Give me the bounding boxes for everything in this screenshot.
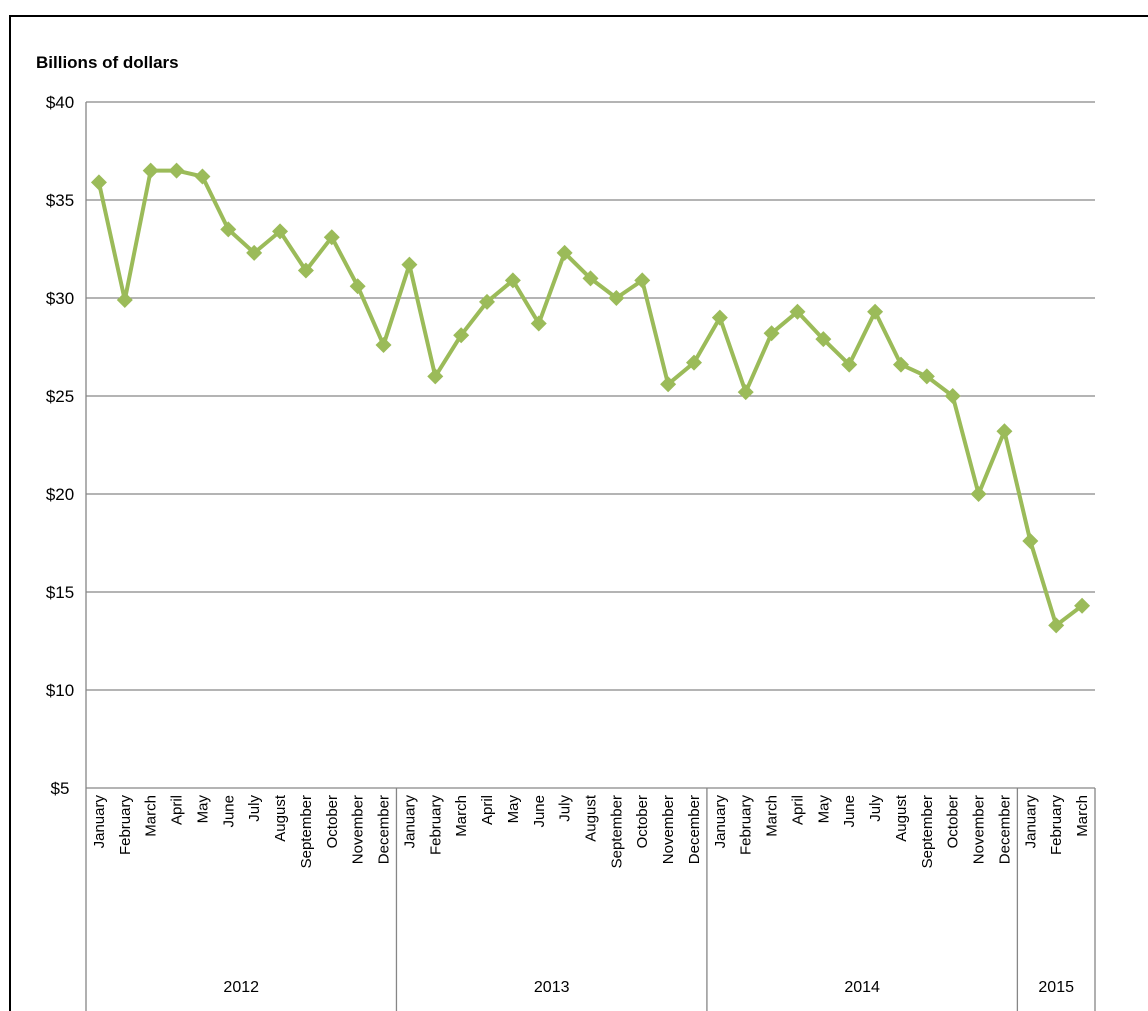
x-tick-label: February bbox=[1048, 795, 1065, 856]
x-tick-label: February bbox=[427, 795, 444, 856]
series-line bbox=[96, 168, 1084, 628]
year-label: 2014 bbox=[844, 979, 880, 996]
gridlines bbox=[86, 101, 1095, 789]
x-tick-label: October bbox=[634, 795, 651, 848]
data-point bbox=[996, 423, 1013, 440]
x-tick-label: September bbox=[608, 795, 625, 868]
chart-frame bbox=[9, 15, 1148, 1011]
data-point bbox=[401, 256, 418, 273]
data-point bbox=[246, 244, 263, 261]
x-tick-label: April bbox=[479, 795, 496, 825]
x-tick-label: June bbox=[220, 795, 237, 828]
data-point bbox=[194, 168, 211, 185]
x-tick-label: October bbox=[945, 795, 962, 848]
y-axis-ticks: $5 $10 $15 $20 $25 $30 $35 $40 bbox=[46, 93, 74, 798]
data-point bbox=[789, 303, 806, 320]
data-point bbox=[90, 174, 107, 191]
data-point bbox=[763, 325, 780, 342]
x-tick-label: May bbox=[815, 795, 832, 824]
data-point bbox=[1022, 533, 1039, 550]
x-tick-label: July bbox=[867, 795, 884, 822]
x-tick-label: December bbox=[996, 795, 1013, 864]
y-axis-title: Billions of dollars bbox=[36, 53, 179, 72]
data-point bbox=[711, 309, 728, 326]
data-point bbox=[1048, 617, 1065, 634]
x-tick-label: May bbox=[194, 795, 211, 824]
x-tick-label: July bbox=[246, 795, 263, 822]
x-tick-label: July bbox=[557, 795, 574, 822]
data-point bbox=[1074, 597, 1091, 614]
data-point bbox=[634, 272, 651, 289]
data-point bbox=[453, 327, 470, 344]
data-point bbox=[168, 162, 185, 179]
y-tick-label: $25 bbox=[46, 387, 74, 406]
data-point bbox=[660, 376, 677, 393]
y-tick-label: $15 bbox=[46, 583, 74, 602]
y-tick-label: $20 bbox=[46, 485, 74, 504]
data-point bbox=[608, 290, 625, 306]
year-label: 2013 bbox=[534, 979, 570, 996]
data-point bbox=[479, 293, 496, 310]
x-tick-label: May bbox=[505, 795, 522, 824]
y-tick-label: $5 bbox=[51, 779, 70, 798]
x-tick-label: June bbox=[841, 795, 858, 828]
y-tick-label: $40 bbox=[46, 93, 74, 112]
x-tick-label: November bbox=[660, 795, 677, 864]
data-point bbox=[582, 270, 599, 287]
year-label: 2012 bbox=[223, 979, 259, 996]
x-tick-label: January bbox=[1022, 795, 1039, 849]
data-point bbox=[867, 303, 884, 320]
y-tick-label: $35 bbox=[46, 191, 74, 210]
data-point bbox=[504, 272, 521, 289]
series-layer bbox=[90, 162, 1091, 634]
data-point bbox=[530, 315, 547, 332]
x-tick-label: December bbox=[376, 795, 393, 864]
data-point bbox=[815, 331, 832, 348]
data-point bbox=[297, 262, 314, 279]
x-tick-label: November bbox=[971, 795, 988, 864]
x-tick-label: March bbox=[453, 795, 470, 837]
year-label: 2015 bbox=[1038, 979, 1074, 996]
x-tick-label: April bbox=[789, 795, 806, 825]
data-point bbox=[349, 278, 366, 295]
x-tick-label: March bbox=[764, 795, 781, 837]
x-tick-label: November bbox=[350, 795, 367, 864]
data-point bbox=[116, 291, 133, 308]
data-point bbox=[375, 337, 392, 354]
x-tick-label: April bbox=[169, 795, 186, 825]
data-point bbox=[427, 368, 444, 385]
x-tick-label: January bbox=[401, 795, 418, 849]
x-tick-label: January bbox=[712, 795, 729, 849]
x-tick-label: June bbox=[531, 795, 548, 828]
data-point bbox=[556, 244, 573, 261]
x-tick-label: August bbox=[893, 794, 910, 842]
data-point bbox=[323, 229, 340, 246]
data-point bbox=[944, 388, 961, 404]
data-point bbox=[220, 221, 237, 238]
x-tick-label: February bbox=[117, 795, 134, 856]
x-axis: January February March April May June July Augu… bbox=[85, 102, 1096, 1011]
x-tick-label: August bbox=[583, 794, 600, 842]
data-point bbox=[142, 162, 159, 179]
x-tick-label: September bbox=[298, 795, 315, 868]
data-point bbox=[841, 356, 858, 373]
x-tick-label: March bbox=[1074, 795, 1091, 837]
data-point bbox=[685, 354, 702, 371]
data-point bbox=[892, 356, 909, 373]
x-tick-label: January bbox=[91, 795, 108, 849]
x-tick-label: October bbox=[324, 795, 341, 848]
x-tick-label: December bbox=[686, 795, 703, 864]
data-point bbox=[737, 384, 754, 401]
x-tick-label: August bbox=[272, 794, 289, 842]
x-tick-label: September bbox=[919, 795, 936, 868]
x-tick-label: February bbox=[738, 795, 755, 856]
data-point bbox=[918, 368, 935, 385]
x-tick-label: March bbox=[143, 795, 160, 837]
data-point bbox=[970, 486, 987, 502]
y-tick-label: $30 bbox=[46, 289, 74, 308]
data-point bbox=[272, 223, 289, 240]
y-tick-label: $10 bbox=[46, 681, 74, 700]
